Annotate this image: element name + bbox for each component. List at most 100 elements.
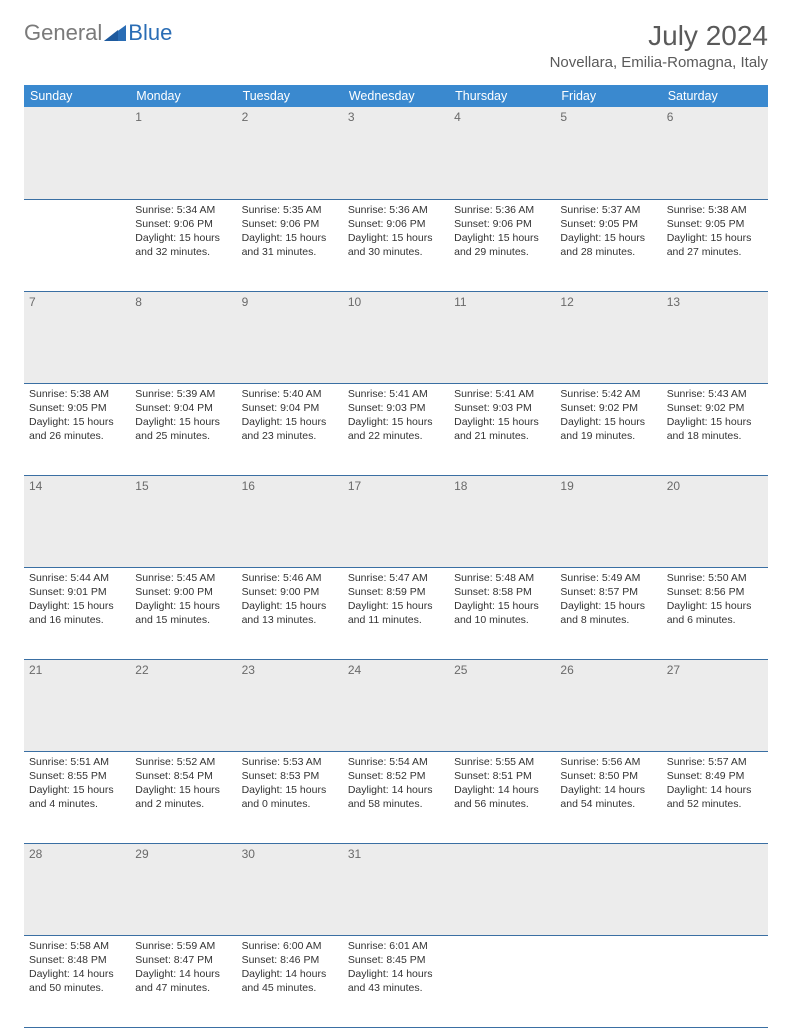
day-content-row: Sunrise: 5:51 AMSunset: 8:55 PMDaylight:… [24,751,768,843]
location-subtitle: Novellara, Emilia-Romagna, Italy [550,54,768,71]
day-number [555,843,661,935]
day-number-row: 78910111213 [24,291,768,383]
day-cell: Sunrise: 5:59 AMSunset: 8:47 PMDaylight:… [130,935,236,1027]
day-cell: Sunrise: 5:46 AMSunset: 9:00 PMDaylight:… [237,567,343,659]
day-detail-line: Sunset: 8:50 PM [560,769,656,783]
day-cell: Sunrise: 5:34 AMSunset: 9:06 PMDaylight:… [130,199,236,291]
day-number: 23 [237,659,343,751]
day-detail-line: Sunset: 9:00 PM [135,585,231,599]
day-detail-line: Daylight: 15 hours and 32 minutes. [135,231,231,259]
day-number: 7 [24,291,130,383]
day-detail-line: Sunrise: 5:57 AM [667,755,763,769]
day-number: 4 [449,107,555,199]
day-detail-line: Sunrise: 5:55 AM [454,755,550,769]
weekday-header: Tuesday [237,85,343,107]
day-cell: Sunrise: 5:58 AMSunset: 8:48 PMDaylight:… [24,935,130,1027]
day-details: Sunrise: 5:49 AMSunset: 8:57 PMDaylight:… [560,571,656,628]
month-title: July 2024 [550,20,768,52]
day-cell: Sunrise: 5:55 AMSunset: 8:51 PMDaylight:… [449,751,555,843]
day-details: Sunrise: 5:35 AMSunset: 9:06 PMDaylight:… [242,203,338,260]
day-number: 21 [24,659,130,751]
day-cell: Sunrise: 5:41 AMSunset: 9:03 PMDaylight:… [449,383,555,475]
day-detail-line: Daylight: 15 hours and 16 minutes. [29,599,125,627]
day-details: Sunrise: 5:37 AMSunset: 9:05 PMDaylight:… [560,203,656,260]
day-number-row: 14151617181920 [24,475,768,567]
day-detail-line: Sunset: 9:03 PM [454,401,550,415]
day-details: Sunrise: 5:59 AMSunset: 8:47 PMDaylight:… [135,939,231,996]
day-cell: Sunrise: 5:45 AMSunset: 9:00 PMDaylight:… [130,567,236,659]
day-details: Sunrise: 5:48 AMSunset: 8:58 PMDaylight:… [454,571,550,628]
day-detail-line: Sunset: 9:05 PM [667,217,763,231]
day-detail-line: Sunset: 8:47 PM [135,953,231,967]
day-details: Sunrise: 5:58 AMSunset: 8:48 PMDaylight:… [29,939,125,996]
day-detail-line: Daylight: 15 hours and 29 minutes. [454,231,550,259]
day-detail-line: Sunrise: 5:45 AM [135,571,231,585]
day-detail-line: Daylight: 15 hours and 2 minutes. [135,783,231,811]
day-number: 31 [343,843,449,935]
day-content-row: Sunrise: 5:34 AMSunset: 9:06 PMDaylight:… [24,199,768,291]
day-detail-line: Sunset: 8:51 PM [454,769,550,783]
day-cell: Sunrise: 5:42 AMSunset: 9:02 PMDaylight:… [555,383,661,475]
day-detail-line: Daylight: 14 hours and 47 minutes. [135,967,231,995]
day-cell [449,935,555,1027]
day-number: 12 [555,291,661,383]
day-detail-line: Daylight: 14 hours and 43 minutes. [348,967,444,995]
day-details: Sunrise: 5:51 AMSunset: 8:55 PMDaylight:… [29,755,125,812]
day-number: 11 [449,291,555,383]
day-number: 17 [343,475,449,567]
day-detail-line: Sunrise: 5:34 AM [135,203,231,217]
day-number [449,843,555,935]
day-details: Sunrise: 5:41 AMSunset: 9:03 PMDaylight:… [348,387,444,444]
day-detail-line: Sunset: 8:52 PM [348,769,444,783]
day-detail-line: Sunset: 9:04 PM [135,401,231,415]
day-detail-line: Sunset: 8:45 PM [348,953,444,967]
day-detail-line: Sunset: 8:54 PM [135,769,231,783]
day-detail-line: Daylight: 15 hours and 19 minutes. [560,415,656,443]
day-details: Sunrise: 5:42 AMSunset: 9:02 PMDaylight:… [560,387,656,444]
day-detail-line: Sunset: 9:02 PM [560,401,656,415]
day-detail-line: Sunset: 9:05 PM [560,217,656,231]
calendar-body: 123456Sunrise: 5:34 AMSunset: 9:06 PMDay… [24,107,768,1027]
day-number: 16 [237,475,343,567]
day-detail-line: Sunrise: 5:43 AM [667,387,763,401]
day-detail-line: Sunrise: 5:53 AM [242,755,338,769]
day-number: 18 [449,475,555,567]
day-cell: Sunrise: 5:49 AMSunset: 8:57 PMDaylight:… [555,567,661,659]
day-detail-line: Daylight: 14 hours and 58 minutes. [348,783,444,811]
header: General Blue July 2024 Novellara, Emilia… [24,20,768,71]
day-cell: Sunrise: 6:00 AMSunset: 8:46 PMDaylight:… [237,935,343,1027]
day-detail-line: Daylight: 14 hours and 45 minutes. [242,967,338,995]
day-cell [555,935,661,1027]
day-number: 14 [24,475,130,567]
day-cell: Sunrise: 5:40 AMSunset: 9:04 PMDaylight:… [237,383,343,475]
calendar-table: Sunday Monday Tuesday Wednesday Thursday… [24,85,768,1028]
day-details: Sunrise: 5:40 AMSunset: 9:04 PMDaylight:… [242,387,338,444]
day-cell: Sunrise: 5:54 AMSunset: 8:52 PMDaylight:… [343,751,449,843]
day-number: 25 [449,659,555,751]
day-details: Sunrise: 5:52 AMSunset: 8:54 PMDaylight:… [135,755,231,812]
day-cell: Sunrise: 5:36 AMSunset: 9:06 PMDaylight:… [449,199,555,291]
day-details: Sunrise: 5:36 AMSunset: 9:06 PMDaylight:… [348,203,444,260]
day-detail-line: Daylight: 14 hours and 54 minutes. [560,783,656,811]
day-detail-line: Daylight: 14 hours and 50 minutes. [29,967,125,995]
day-details: Sunrise: 5:39 AMSunset: 9:04 PMDaylight:… [135,387,231,444]
logo-text-general: General [24,20,102,46]
day-detail-line: Sunrise: 5:36 AM [348,203,444,217]
day-cell: Sunrise: 5:53 AMSunset: 8:53 PMDaylight:… [237,751,343,843]
day-number-row: 123456 [24,107,768,199]
logo-text-blue: Blue [128,20,172,46]
day-detail-line: Sunrise: 5:38 AM [29,387,125,401]
day-cell: Sunrise: 5:37 AMSunset: 9:05 PMDaylight:… [555,199,661,291]
day-detail-line: Sunrise: 5:40 AM [242,387,338,401]
day-detail-line: Sunrise: 5:58 AM [29,939,125,953]
day-number: 6 [662,107,768,199]
day-detail-line: Sunset: 9:03 PM [348,401,444,415]
day-number: 20 [662,475,768,567]
day-number: 19 [555,475,661,567]
day-detail-line: Sunrise: 5:56 AM [560,755,656,769]
day-detail-line: Sunrise: 6:00 AM [242,939,338,953]
day-number: 27 [662,659,768,751]
day-cell: Sunrise: 5:47 AMSunset: 8:59 PMDaylight:… [343,567,449,659]
day-details: Sunrise: 5:50 AMSunset: 8:56 PMDaylight:… [667,571,763,628]
day-detail-line: Sunrise: 5:41 AM [348,387,444,401]
